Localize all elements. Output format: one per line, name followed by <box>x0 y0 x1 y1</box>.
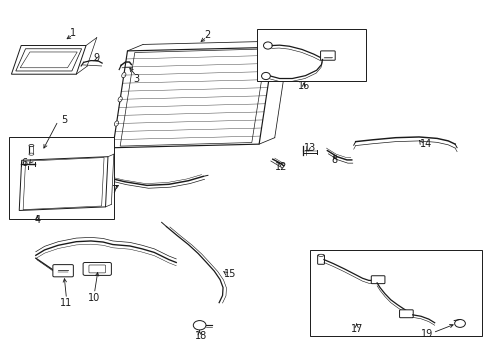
Text: 12: 12 <box>274 162 286 172</box>
Ellipse shape <box>118 97 122 102</box>
Ellipse shape <box>29 153 34 155</box>
Bar <box>9 137 114 220</box>
Text: 8: 8 <box>331 155 337 165</box>
Text: 16: 16 <box>297 81 309 91</box>
Text: 7: 7 <box>111 185 117 195</box>
Text: 17: 17 <box>350 324 362 334</box>
FancyBboxPatch shape <box>89 265 105 273</box>
FancyBboxPatch shape <box>83 262 111 275</box>
FancyBboxPatch shape <box>317 255 324 264</box>
Polygon shape <box>19 157 108 211</box>
Text: 10: 10 <box>88 293 100 303</box>
Ellipse shape <box>263 42 272 49</box>
Text: 1: 1 <box>70 28 76 38</box>
Text: 15: 15 <box>223 269 236 279</box>
Text: 13: 13 <box>304 143 316 153</box>
Bar <box>256 30 366 81</box>
FancyBboxPatch shape <box>399 310 412 318</box>
Text: 19: 19 <box>420 329 432 339</box>
Ellipse shape <box>261 72 270 80</box>
Text: 18: 18 <box>194 331 206 341</box>
Text: 11: 11 <box>61 298 73 308</box>
Text: 2: 2 <box>203 30 210 40</box>
Text: 3: 3 <box>133 73 139 84</box>
Text: 9: 9 <box>93 53 99 63</box>
Text: 5: 5 <box>61 115 67 125</box>
FancyBboxPatch shape <box>370 276 384 284</box>
Bar <box>310 250 481 336</box>
FancyBboxPatch shape <box>53 265 73 277</box>
Text: 14: 14 <box>419 139 431 149</box>
FancyBboxPatch shape <box>320 51 334 60</box>
Ellipse shape <box>122 72 126 78</box>
Ellipse shape <box>29 144 34 147</box>
Ellipse shape <box>318 254 324 256</box>
Text: 4: 4 <box>34 215 40 225</box>
Text: 6: 6 <box>21 158 27 168</box>
Ellipse shape <box>114 121 119 126</box>
